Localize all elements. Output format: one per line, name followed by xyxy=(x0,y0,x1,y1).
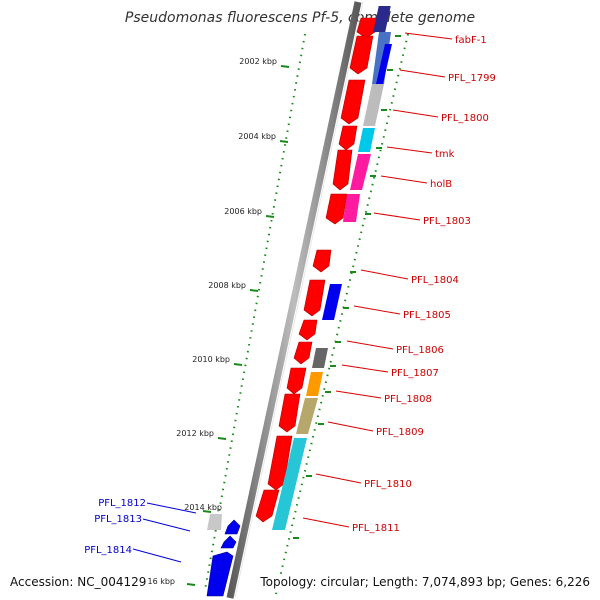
gene-label-pfl-1800[interactable]: PFL_1800 xyxy=(441,113,489,124)
kbp-label: 2012 kbp xyxy=(176,429,214,438)
genome-backbone-edge xyxy=(234,1,364,599)
genome-backbone xyxy=(226,1,362,599)
leader-line xyxy=(315,473,362,484)
cds-block[interactable] xyxy=(340,79,366,125)
leader-line xyxy=(302,517,350,528)
kbp-tick xyxy=(202,510,212,513)
cds-block[interactable] xyxy=(325,193,348,225)
leader-line xyxy=(380,175,428,184)
cds-block[interactable] xyxy=(293,341,313,365)
gene-label-pfl-1814[interactable]: PFL_1814 xyxy=(84,545,132,556)
kbp-tick xyxy=(279,140,289,143)
gene-ticks xyxy=(293,35,401,539)
kbp-tick xyxy=(186,583,196,586)
gene-label-pfl-1813[interactable]: PFL_1813 xyxy=(94,514,142,525)
cds-block[interactable] xyxy=(312,249,332,273)
kbp-labels: 2002 kbp 2004 kbp 2006 kbp 2008 kbp 2010… xyxy=(147,57,277,586)
kbp-tick xyxy=(249,289,259,292)
gene-label-pfl-1812[interactable]: PFL_1812 xyxy=(98,498,146,509)
gene-label-pfl-1806[interactable]: PFL_1806 xyxy=(396,345,444,356)
function-block[interactable] xyxy=(373,6,391,32)
cds-block[interactable] xyxy=(267,435,293,491)
function-block[interactable] xyxy=(376,44,392,84)
gene-label-pfl-1809[interactable]: PFL_1809 xyxy=(376,427,424,438)
function-block[interactable] xyxy=(343,194,360,222)
leader-line xyxy=(373,212,421,221)
cds-block[interactable] xyxy=(338,125,358,151)
kbp-label: 2014 kbp xyxy=(184,503,222,512)
gene-label-pfl-1811[interactable]: PFL_1811 xyxy=(352,523,400,534)
leader-line xyxy=(404,32,453,40)
kbp-label: 2006 kbp xyxy=(224,207,262,216)
gene-label-pfl-1808[interactable]: PFL_1808 xyxy=(384,394,432,405)
cds-block[interactable] xyxy=(356,17,378,39)
gene-label-pfl-1807[interactable]: PFL_1807 xyxy=(391,368,439,379)
kbp-label: 2010 kbp xyxy=(192,355,230,364)
forward-cds-track xyxy=(255,17,378,523)
leader-line xyxy=(132,548,182,563)
function-block[interactable] xyxy=(312,348,328,368)
cds-block[interactable] xyxy=(278,393,301,433)
right-leader-lines xyxy=(302,32,453,528)
cds-block[interactable] xyxy=(298,319,318,341)
kbp-label: 2008 kbp xyxy=(208,281,246,290)
cds-block[interactable] xyxy=(255,489,280,523)
function-block[interactable] xyxy=(350,154,371,190)
gene-label-pfl-1805[interactable]: PFL_1805 xyxy=(403,310,451,321)
cds-block[interactable] xyxy=(220,535,237,549)
cds-block[interactable] xyxy=(206,551,234,597)
leader-line xyxy=(392,109,439,118)
outer-tick-ring xyxy=(275,33,409,595)
function-block[interactable] xyxy=(306,372,323,396)
leader-line xyxy=(146,502,197,514)
accession-label: Accession: NC_004129 xyxy=(10,575,147,589)
cds-block[interactable] xyxy=(349,35,374,75)
kbp-tick xyxy=(217,437,227,440)
leader-line xyxy=(346,340,394,350)
kbp-ticks xyxy=(186,65,290,586)
topology-label: Topology: circular; Length: 7,074,893 bp… xyxy=(260,575,590,589)
kbp-label: 16 kbp xyxy=(147,577,175,586)
leader-line xyxy=(335,390,382,399)
function-block[interactable] xyxy=(296,398,318,434)
kbp-tick xyxy=(233,363,243,366)
left-leader-lines xyxy=(132,502,197,563)
function-block[interactable] xyxy=(322,284,342,320)
leader-line xyxy=(341,364,389,373)
function-block[interactable] xyxy=(358,128,375,152)
function-block[interactable] xyxy=(207,514,222,530)
gene-label-pfl-1799[interactable]: PFL_1799 xyxy=(448,73,496,84)
gene-label-pfl-1803[interactable]: PFL_1803 xyxy=(423,216,471,227)
gene-label-fabf-1[interactable]: fabF-1 xyxy=(455,35,487,46)
kbp-tick xyxy=(280,65,290,68)
reverse-cds-track xyxy=(206,519,241,597)
kbp-label: 2004 kbp xyxy=(238,132,276,141)
gene-label-pfl-1804[interactable]: PFL_1804 xyxy=(411,275,459,286)
gene-label-tmk[interactable]: tmk xyxy=(435,149,455,160)
cds-block[interactable] xyxy=(224,519,241,535)
right-gene-labels: fabF-1 PFL_1799 PFL_1800 tmk holB PFL_18… xyxy=(352,35,496,534)
leader-line xyxy=(399,69,446,78)
cds-block[interactable] xyxy=(332,149,353,191)
leader-line xyxy=(386,146,433,154)
gene-label-holb[interactable]: holB xyxy=(430,179,452,190)
function-block[interactable] xyxy=(363,84,384,126)
gene-label-pfl-1810[interactable]: PFL_1810 xyxy=(364,479,412,490)
leader-line xyxy=(327,421,374,432)
kbp-label: 2002 kbp xyxy=(239,57,277,66)
left-gene-labels: PFL_1812 PFL_1813 PFL_1814 xyxy=(84,498,146,556)
cds-block[interactable] xyxy=(286,367,307,395)
leader-line xyxy=(142,518,191,532)
kbp-tick xyxy=(265,215,275,218)
cds-block[interactable] xyxy=(303,279,326,317)
leader-line xyxy=(360,269,409,280)
function-track xyxy=(207,6,392,530)
function-block[interactable] xyxy=(272,438,307,530)
leader-line xyxy=(353,305,401,315)
